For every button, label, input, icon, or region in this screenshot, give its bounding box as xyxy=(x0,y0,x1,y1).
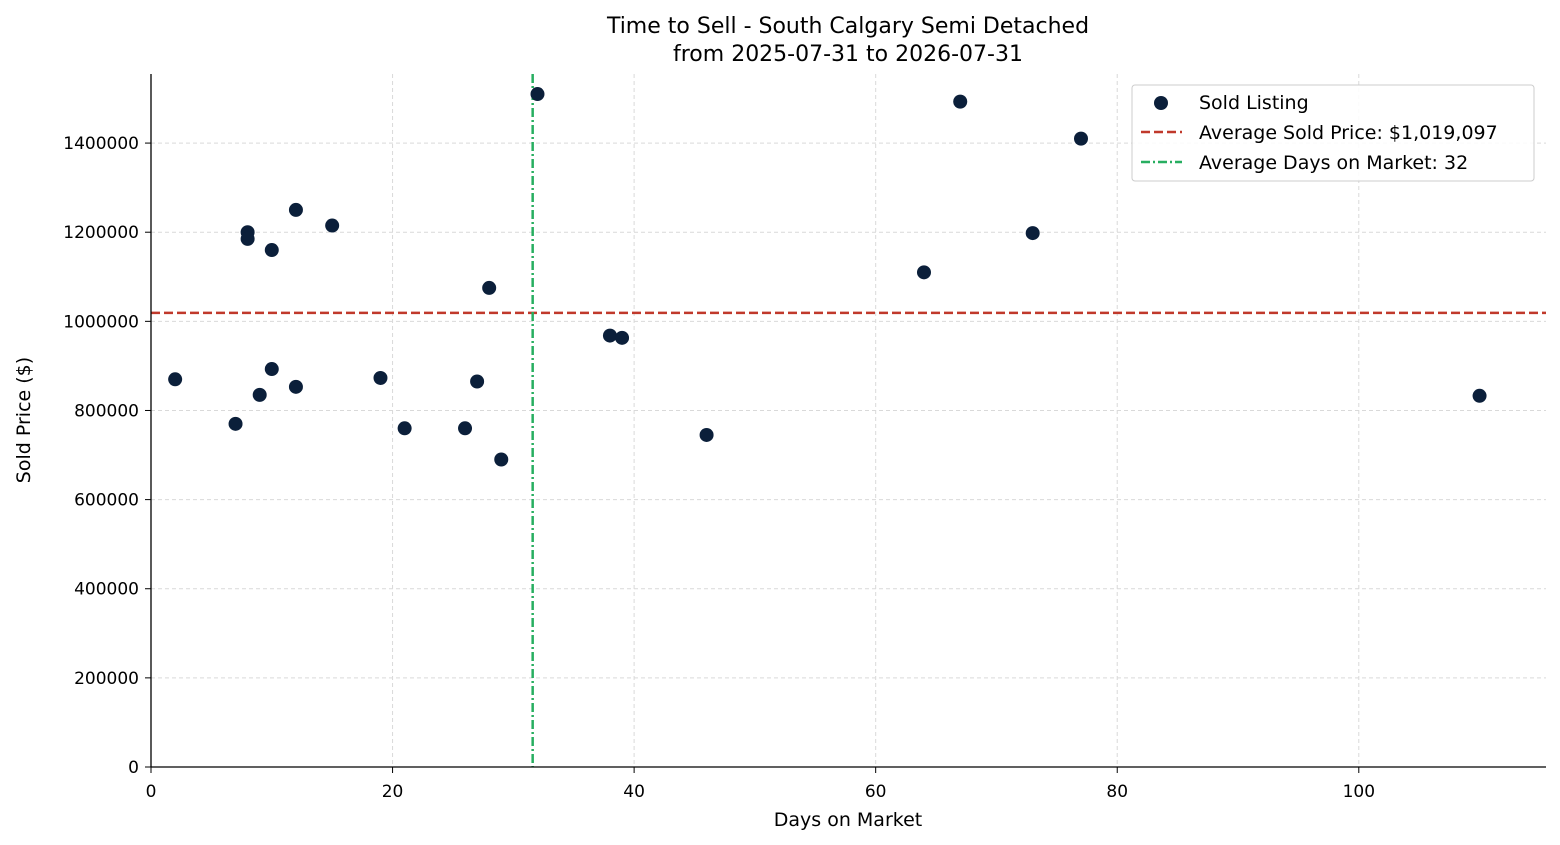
x-tick-label: 60 xyxy=(865,782,887,802)
y-tick-label: 1400000 xyxy=(63,134,139,154)
y-tick-label: 600000 xyxy=(74,491,139,511)
y-tick-label: 400000 xyxy=(74,580,139,600)
sold-listing-point xyxy=(916,265,931,280)
y-axis-label: Sold Price ($) xyxy=(13,357,35,483)
sold-listing-point xyxy=(615,330,630,345)
sold-listing-point xyxy=(530,87,545,102)
y-tick-label: 0 xyxy=(128,758,139,778)
legend-marker-sold-listing xyxy=(1154,96,1168,110)
sold-listing-point xyxy=(458,421,473,436)
sold-listing-point xyxy=(168,372,183,387)
legend-label-sold-listing: Sold Listing xyxy=(1199,92,1309,114)
sold-listing-point xyxy=(240,231,255,246)
sold-listing-point xyxy=(602,328,617,343)
sold-listing-point xyxy=(1472,388,1487,403)
x-tick-label: 100 xyxy=(1343,782,1375,802)
chart-subtitle: from 2025-07-31 to 2026-07-31 xyxy=(673,42,1023,67)
sold-listing-point xyxy=(373,370,388,385)
sold-listing-point xyxy=(470,374,485,389)
sold-listing-point xyxy=(228,416,243,431)
axes xyxy=(145,74,1546,773)
x-tick-label: 20 xyxy=(382,782,404,802)
y-tick-label: 1000000 xyxy=(63,312,139,332)
sold-listing-point xyxy=(325,218,340,233)
legend-label-average-days: Average Days on Market: 32 xyxy=(1199,152,1468,174)
x-tick-label: 40 xyxy=(623,782,645,802)
sold-listing-point xyxy=(1074,131,1088,146)
data-points xyxy=(168,87,1487,467)
sold-listing-point xyxy=(482,280,497,295)
sold-listing-point xyxy=(288,379,303,394)
sold-listing-point xyxy=(953,94,968,109)
sold-listing-point xyxy=(288,202,303,217)
legend: Sold Listing Average Sold Price: $1,019,… xyxy=(1131,84,1535,182)
sold-listing-point xyxy=(252,387,267,402)
chart-title: Time to Sell - South Calgary Semi Detach… xyxy=(606,14,1089,39)
tick-labels: 0 20 40 60 80 100 0 200000 400000 600000 800000 100… xyxy=(63,134,1375,802)
x-tick-label: 0 xyxy=(146,782,157,802)
legend-label-average-price: Average Sold Price: $1,019,097 xyxy=(1199,122,1498,144)
x-axis-label: Days on Market xyxy=(774,809,922,831)
y-tick-label: 800000 xyxy=(74,401,139,421)
sold-listing-point xyxy=(264,243,279,258)
sold-listing-point xyxy=(699,427,714,442)
y-tick-label: 200000 xyxy=(74,669,139,689)
sold-listing-point xyxy=(494,452,509,467)
sold-listing-point xyxy=(397,421,412,436)
reference-lines xyxy=(151,74,1546,767)
sold-listing-point xyxy=(1025,226,1040,241)
y-tick-label: 1200000 xyxy=(63,223,139,243)
grid-lines xyxy=(151,74,1546,767)
sold-listing-point xyxy=(264,362,279,377)
x-tick-label: 80 xyxy=(1106,782,1128,802)
legend-box xyxy=(1131,84,1535,182)
